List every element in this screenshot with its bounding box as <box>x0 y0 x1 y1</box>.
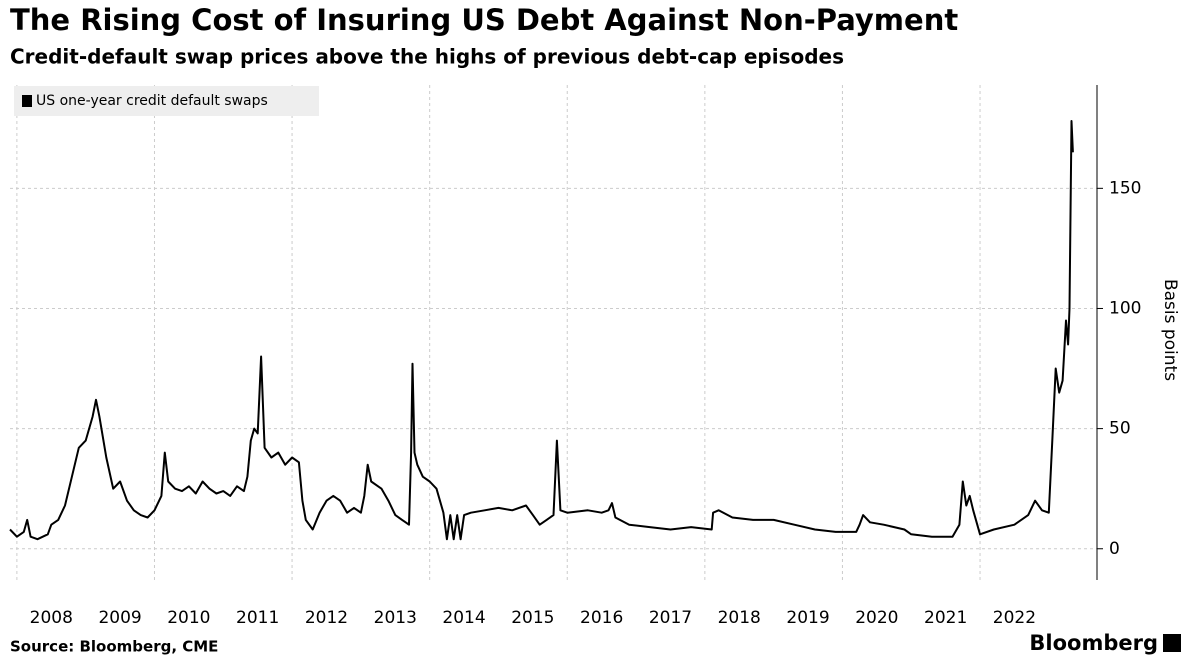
brand-icon <box>1163 634 1181 652</box>
y-tick-label: 100 <box>1109 298 1141 318</box>
x-tick-label: 2009 <box>98 608 141 628</box>
x-tick-label: 2013 <box>374 608 417 628</box>
x-tick-label: 2010 <box>167 608 210 628</box>
chart-subtitle: Credit-default swap prices above the hig… <box>10 45 844 69</box>
y-tick-label: 0 <box>1109 539 1120 559</box>
x-tick-label: 2020 <box>855 608 898 628</box>
y-axis-label: Basis points <box>1160 279 1180 381</box>
x-tick-label: 2008 <box>30 608 73 628</box>
chart-title: The Rising Cost of Insuring US Debt Agai… <box>10 3 958 37</box>
x-tick-label: 2019 <box>786 608 829 628</box>
brand: Bloomberg <box>1029 631 1158 655</box>
x-tick-label: 2011 <box>236 608 279 628</box>
x-tick-label: 2012 <box>305 608 348 628</box>
x-tick-label: 2014 <box>442 608 485 628</box>
x-tick-label: 2015 <box>511 608 554 628</box>
source: Source: Bloomberg, CME <box>10 638 218 656</box>
legend-box <box>14 86 319 116</box>
x-tick-label: 2016 <box>580 608 623 628</box>
x-tick-label: 2018 <box>718 608 761 628</box>
y-tick-label: 50 <box>1109 419 1131 439</box>
x-tick-label: 2022 <box>993 608 1036 628</box>
legend-swatch <box>22 95 32 107</box>
legend-label: US one-year credit default swaps <box>36 93 268 109</box>
data-line <box>9 120 1074 541</box>
x-tick-label: 2021 <box>924 608 967 628</box>
y-tick-label: 150 <box>1109 178 1141 198</box>
x-tick-label: 2017 <box>649 608 692 628</box>
